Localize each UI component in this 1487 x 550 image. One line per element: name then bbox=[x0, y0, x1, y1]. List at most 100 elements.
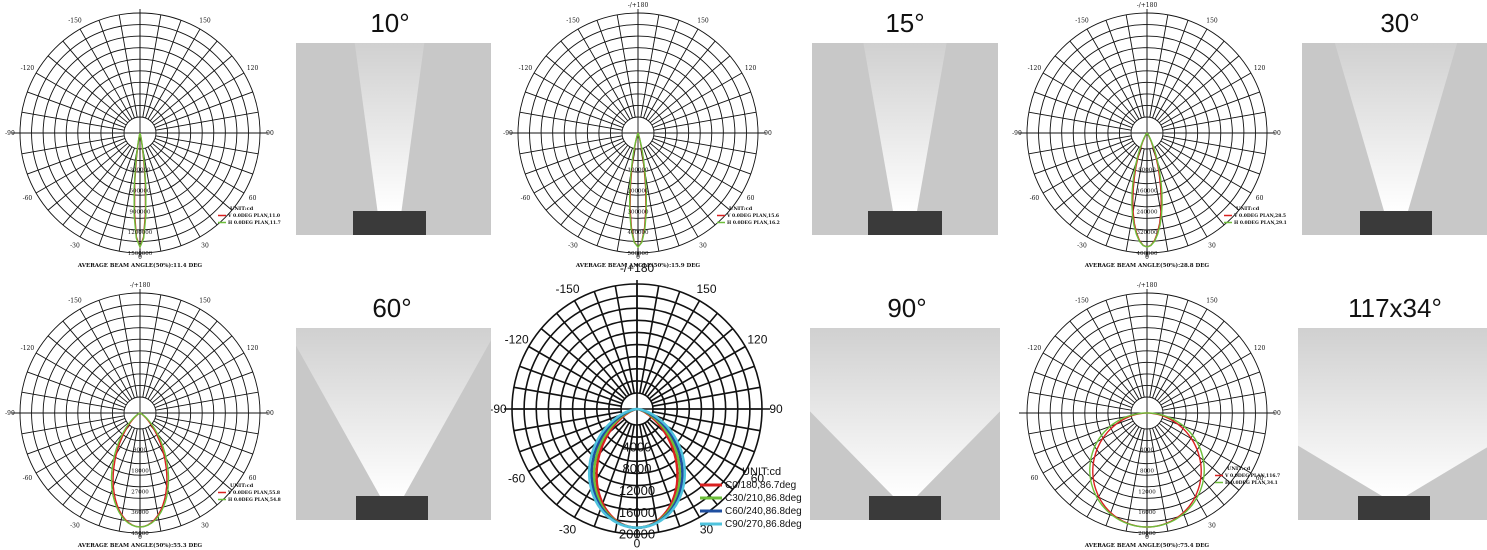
beam-preview-60 bbox=[296, 328, 491, 520]
angle-label: 30 bbox=[1208, 523, 1216, 530]
intensity-label: 400000 bbox=[628, 230, 649, 236]
angle-label: 150 bbox=[199, 298, 211, 305]
angle-label: 60 bbox=[1256, 195, 1264, 202]
intensity-label: 4000 bbox=[1140, 448, 1154, 454]
beam-angle-title-117x34: 117x34° bbox=[1348, 293, 1442, 323]
polar-diagram-60: -150 150 -120 120 -90 90 -60 60 -30 30 -/+180 0 9000… bbox=[5, 282, 281, 549]
angle-label: 120 bbox=[745, 65, 757, 72]
angle-label-0: 0 bbox=[634, 537, 641, 550]
intensity-curve bbox=[587, 407, 687, 530]
angle-label: -90 bbox=[1012, 130, 1022, 137]
angle-label-180: -/+180 bbox=[130, 282, 151, 289]
intensity-curves bbox=[1131, 132, 1163, 248]
beam-preview-10 bbox=[296, 43, 491, 235]
intensity-label: 1200000 bbox=[128, 230, 153, 236]
angle-label: -150 bbox=[68, 298, 82, 305]
angle-label: 60 bbox=[1031, 475, 1039, 482]
angle-label-0: 0 bbox=[138, 534, 142, 541]
angle-label: 30 bbox=[201, 243, 209, 250]
angle-label: -60 bbox=[23, 195, 33, 202]
angle-label-0: 0 bbox=[138, 254, 142, 261]
angle-label: -90 bbox=[489, 402, 507, 416]
intensity-label: 80000 bbox=[1138, 168, 1156, 174]
angle-label: -30 bbox=[1077, 243, 1087, 250]
light-cone bbox=[1334, 43, 1458, 211]
intensity-label: 160000 bbox=[1137, 189, 1158, 195]
intensity-curve bbox=[1089, 412, 1205, 528]
angle-label: -150 bbox=[1075, 18, 1089, 25]
beam-light-cone bbox=[1334, 43, 1458, 211]
angle-label-0: 0 bbox=[1145, 254, 1149, 261]
legend-entry: C30/210,86.8deg bbox=[725, 493, 802, 504]
angle-label: -60 bbox=[1030, 195, 1040, 202]
intensity-label: 500000 bbox=[628, 251, 649, 257]
angle-label: -120 bbox=[1028, 345, 1042, 352]
intensity-label: 16000 bbox=[1138, 510, 1156, 516]
light-cone bbox=[863, 43, 947, 211]
angle-label: -120 bbox=[519, 65, 533, 72]
angle-label: 60 bbox=[1256, 475, 1264, 482]
legend-entry: C0/180,86.7deg bbox=[725, 480, 796, 491]
angle-label: 90 bbox=[1273, 410, 1281, 417]
legend-entry: H 0.0DEG PLAN,11.7 bbox=[228, 220, 281, 226]
intensity-curve bbox=[133, 132, 147, 249]
legend-entry: V 0.0DEG PLAN,28.5 bbox=[1233, 213, 1286, 219]
angle-label: 60 bbox=[747, 195, 755, 202]
legend-entry: C60/240,86.8deg bbox=[725, 506, 802, 517]
unit-label: UNIT:cd bbox=[230, 206, 254, 212]
polar-diagram-117x34: -150 150 -120 120 90 60 60 30 -/+180 0 4000 8000 120… bbox=[1019, 282, 1281, 549]
angle-label: 150 bbox=[697, 18, 709, 25]
angle-label: -150 bbox=[68, 18, 82, 25]
intensity-label: 12000 bbox=[619, 483, 655, 498]
angle-label: -30 bbox=[568, 243, 578, 250]
angle-label: -90 bbox=[5, 410, 15, 417]
angle-label: 90 bbox=[266, 410, 274, 417]
intensity-label: 300000 bbox=[130, 168, 151, 174]
polar-grid bbox=[12, 9, 268, 257]
angle-label: -120 bbox=[21, 345, 35, 352]
intensity-curves bbox=[110, 412, 170, 528]
angle-label: -120 bbox=[505, 333, 529, 347]
angle-label: 150 bbox=[199, 18, 211, 25]
beam-angle-title-90: 90° bbox=[887, 293, 927, 323]
angle-label-180: -/+180 bbox=[628, 2, 649, 9]
beam-angle-title-60: 60° bbox=[372, 293, 412, 323]
angle-label: 30 bbox=[700, 523, 714, 537]
average-beam-angle-label: AVERAGE BEAM ANGLE(50%):55.3 DEG bbox=[77, 542, 203, 549]
unit-label: UNIT:cd bbox=[230, 483, 254, 489]
beam-preview-90 bbox=[810, 328, 1000, 520]
intensity-label: 900000 bbox=[130, 209, 151, 215]
beam-preview-117x34 bbox=[1298, 328, 1487, 520]
intensity-curves bbox=[133, 132, 147, 250]
polar-diagram-15: -150 150 -120 120 -90 90 -60 60 -30 30 -/+180 0 1000… bbox=[503, 2, 780, 269]
polar-diagram-90: -150 150 -120 120 -90 90 -60 60 -30 30 -/+180 0 4000… bbox=[489, 261, 802, 550]
intensity-label: 20000 bbox=[1138, 531, 1156, 537]
intensity-label: 240000 bbox=[1137, 209, 1158, 215]
legend-entry: C90/270,86.8deg bbox=[725, 519, 802, 530]
angle-label-0: 0 bbox=[1145, 534, 1149, 541]
angle-label: -60 bbox=[521, 195, 531, 202]
light-cone bbox=[810, 328, 1000, 496]
light-fixture bbox=[356, 496, 428, 520]
intensity-label: 12000 bbox=[1138, 489, 1156, 495]
light-fixture bbox=[1358, 496, 1430, 520]
unit-label: UNIT:cd bbox=[1236, 206, 1260, 212]
angle-label: -30 bbox=[559, 523, 577, 537]
legend-entry: H 0.0DEG PLAN,16.2 bbox=[727, 220, 780, 226]
angle-label: -30 bbox=[70, 243, 80, 250]
beam-angle-title-15: 15° bbox=[885, 8, 925, 38]
intensity-label: 400000 bbox=[1137, 251, 1158, 257]
average-beam-angle-label: AVERAGE BEAM ANGLE(50%):75.4 DEG bbox=[1084, 542, 1210, 549]
intensity-curve bbox=[1131, 132, 1163, 248]
intensity-label: 20000 bbox=[619, 527, 655, 542]
angle-label: 90 bbox=[266, 130, 274, 137]
light-cone bbox=[1298, 328, 1487, 496]
intensity-label: 16000 bbox=[619, 505, 655, 520]
polar-grid bbox=[1019, 9, 1275, 257]
polar-grid bbox=[510, 9, 766, 257]
beam-preview-15 bbox=[812, 43, 998, 235]
angle-label: 60 bbox=[249, 475, 257, 482]
angle-label: -120 bbox=[21, 65, 35, 72]
intensity-label: 4000 bbox=[623, 439, 652, 454]
beam-angle-title-30: 30° bbox=[1380, 8, 1420, 38]
